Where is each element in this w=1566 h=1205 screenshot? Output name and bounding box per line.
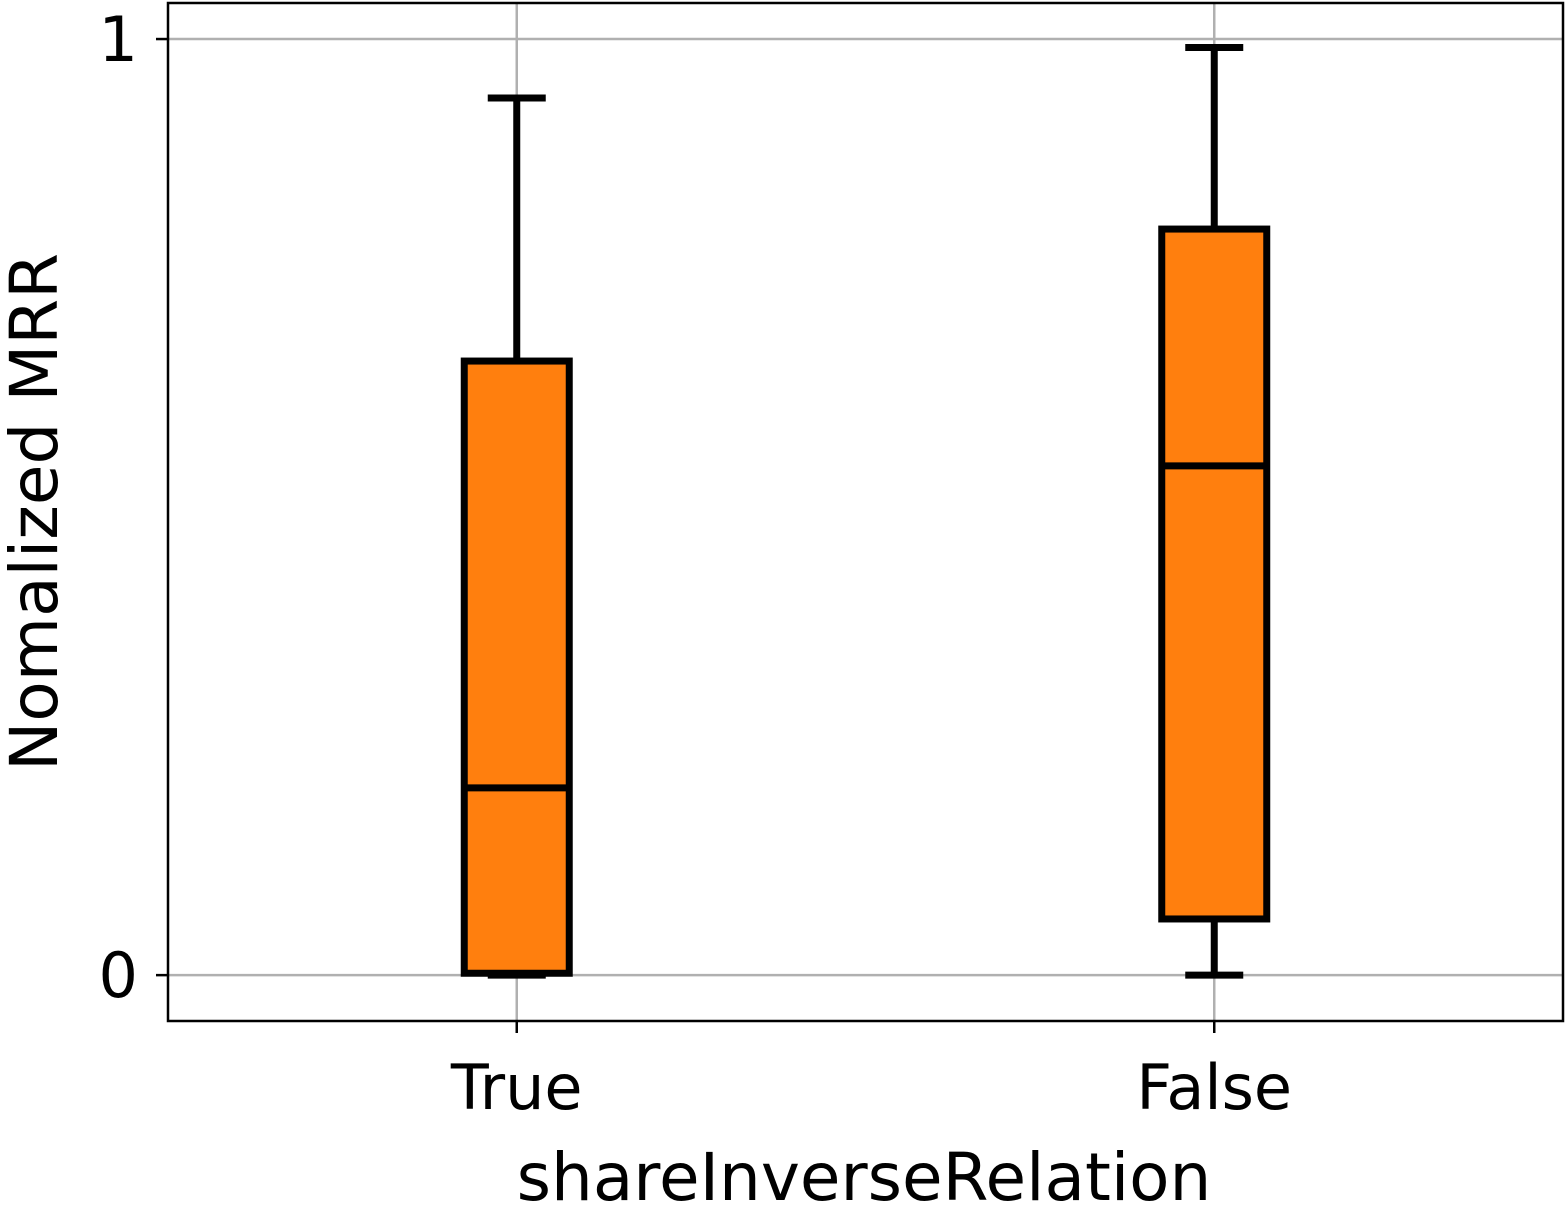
box — [1158, 225, 1271, 923]
box — [460, 357, 573, 977]
x-tick-label: False — [1136, 1051, 1292, 1124]
plot-frame — [166, 1, 1565, 1023]
x-axis-label: shareInverseRelation — [517, 1139, 1212, 1205]
x-tick-label: True — [450, 1051, 583, 1124]
y-tick-label: 0 — [99, 939, 138, 1012]
y-axis-label: Nomalized MRR — [0, 253, 73, 771]
y-tick-label: 1 — [99, 3, 138, 76]
